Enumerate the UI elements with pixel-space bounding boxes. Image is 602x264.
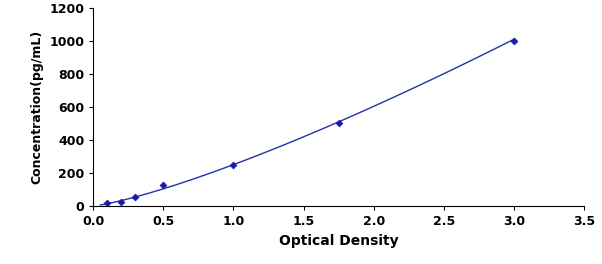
X-axis label: Optical Density: Optical Density (279, 233, 399, 248)
Y-axis label: Concentration(pg/mL): Concentration(pg/mL) (31, 30, 44, 184)
